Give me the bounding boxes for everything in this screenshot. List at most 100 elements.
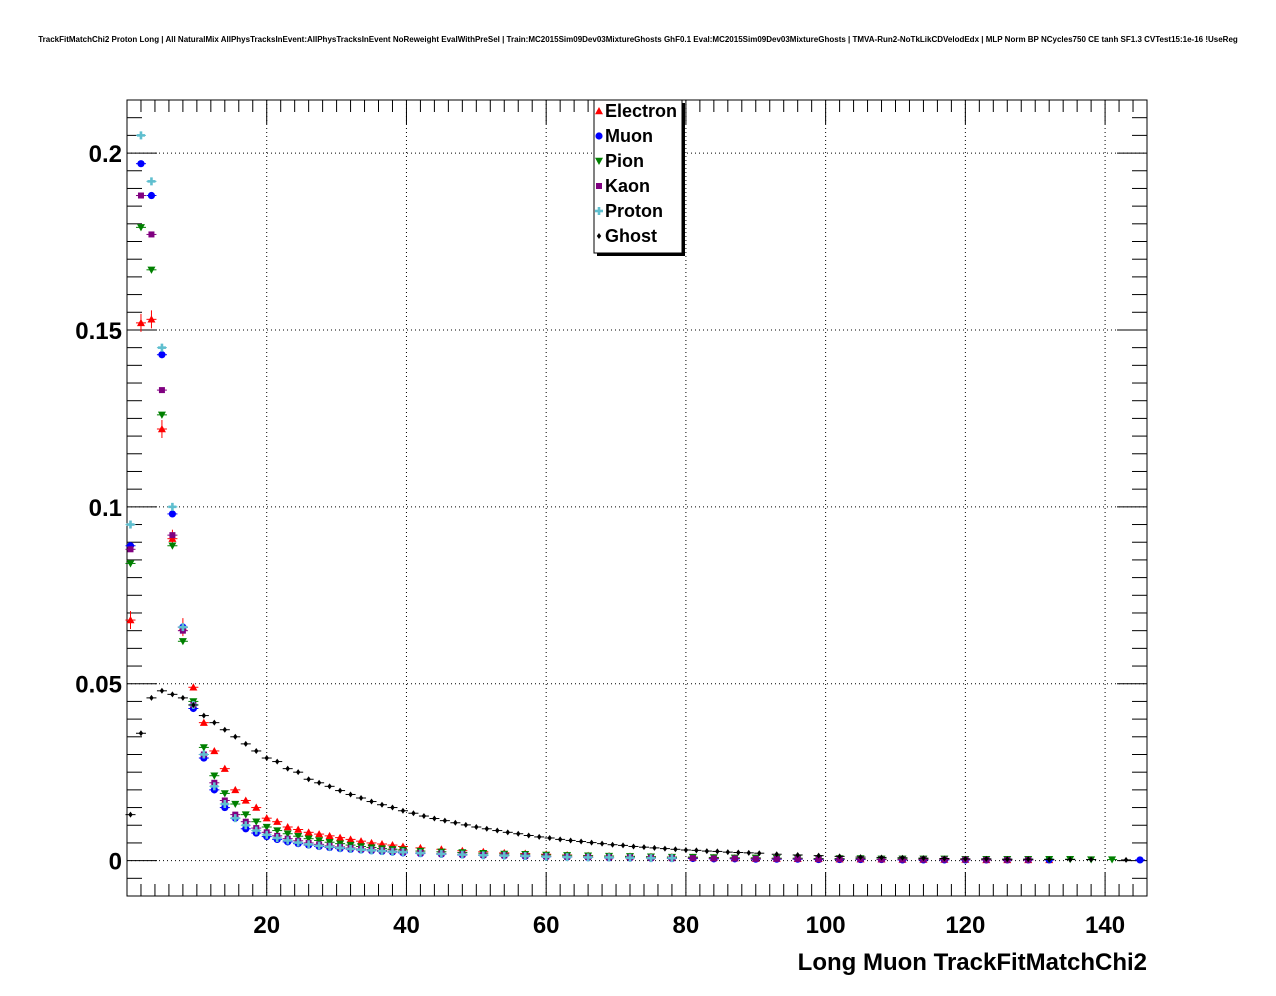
data-point-ghost xyxy=(607,841,618,848)
marker-diamond xyxy=(578,838,584,845)
data-point-muon xyxy=(156,351,167,359)
marker-diamond xyxy=(774,851,779,858)
data-point-proton xyxy=(387,847,398,856)
marker-diamond xyxy=(641,844,647,851)
data-point-proton xyxy=(251,826,262,835)
marker-diamond xyxy=(568,837,573,844)
data-point-ghost xyxy=(188,701,199,708)
data-point-proton xyxy=(335,843,346,852)
marker-cross xyxy=(231,814,240,823)
marker-triangle-up xyxy=(220,764,229,772)
data-point-pion xyxy=(293,833,304,841)
marker-cross xyxy=(147,177,156,186)
x-axis-title: Long Muon TrackFitMatchChi2 xyxy=(798,949,1147,976)
data-point-pion xyxy=(156,411,167,419)
marker-triangle-down xyxy=(262,823,271,832)
marker-diamond xyxy=(1026,856,1031,863)
marker-bar-v xyxy=(171,502,174,511)
marker-triangle-up xyxy=(325,831,334,840)
marker-bar-v xyxy=(254,826,258,835)
data-point-ghost xyxy=(146,694,157,701)
data-point-ghost xyxy=(701,848,712,855)
data-point-proton xyxy=(314,841,325,850)
data-point-proton xyxy=(666,854,677,863)
data-point-electron xyxy=(293,825,304,833)
data-point-ghost xyxy=(981,855,992,862)
marker-triangle-up xyxy=(294,825,303,833)
marker-cross xyxy=(388,847,397,856)
data-point-kaon xyxy=(750,855,761,862)
marker-bar-v xyxy=(286,836,289,845)
data-point-ghost xyxy=(691,847,702,854)
legend-entry-electron: Electron xyxy=(595,101,677,121)
data-point-ghost xyxy=(712,848,723,855)
marker-diamond xyxy=(984,855,989,862)
marker-diamond xyxy=(348,791,353,798)
marker-cross xyxy=(262,830,271,839)
marker-diamond xyxy=(191,701,196,708)
data-point-electron xyxy=(240,796,251,804)
data-point-proton xyxy=(261,830,272,839)
marker-cross xyxy=(199,750,208,759)
data-point-ghost xyxy=(939,855,950,862)
data-point-kaon xyxy=(729,855,740,862)
marker-diamond xyxy=(725,849,731,856)
data-point-electron xyxy=(314,830,325,838)
marker-bar-v xyxy=(296,838,300,847)
marker-bar-v xyxy=(419,849,422,858)
marker-triangle-up xyxy=(241,796,250,804)
marker-bar-v xyxy=(401,848,405,857)
marker-diamond xyxy=(547,834,552,841)
marker-diamond xyxy=(736,849,741,856)
marker-square xyxy=(794,855,801,862)
data-point-electron xyxy=(156,420,167,439)
marker-circle xyxy=(137,160,145,168)
data-point-ghost xyxy=(834,853,845,860)
marker-square xyxy=(169,532,176,539)
data-point-ghost xyxy=(230,733,241,740)
marker-diamond xyxy=(432,815,437,822)
legend-label: Kaon xyxy=(605,176,650,196)
legend-marker xyxy=(596,233,602,239)
marker-bar-v xyxy=(181,623,185,632)
marker-bar-v xyxy=(307,840,310,849)
data-point-ghost xyxy=(733,849,744,856)
marker-bar-v xyxy=(244,821,248,830)
marker-bar-v xyxy=(349,844,352,853)
data-point-proton xyxy=(562,853,573,862)
marker-diamond xyxy=(795,851,800,858)
marker-diamond xyxy=(474,824,479,831)
marker-diamond xyxy=(254,747,259,754)
x-tick-label: 20 xyxy=(253,912,280,939)
marker-bar-v xyxy=(202,750,206,759)
x-tick-label: 60 xyxy=(533,912,560,939)
marker-square xyxy=(127,546,134,553)
legend-entry-muon: Muon xyxy=(595,126,653,146)
data-point-proton xyxy=(436,849,447,858)
marker-diamond xyxy=(295,769,301,776)
marker-cross xyxy=(136,131,145,140)
marker-triangle-up xyxy=(126,616,135,624)
marker-square xyxy=(773,855,780,862)
data-point-proton xyxy=(240,821,251,830)
marker-cross xyxy=(294,838,303,847)
data-point-electron xyxy=(188,683,199,691)
data-point-pion xyxy=(251,818,262,826)
data-point-electron xyxy=(209,746,220,755)
data-points xyxy=(125,131,1146,864)
series-kaon xyxy=(125,192,1034,863)
marker-triangle-down xyxy=(126,560,135,568)
marker-triangle-up xyxy=(346,835,355,843)
data-point-ghost xyxy=(1065,856,1076,863)
data-point-proton xyxy=(457,850,468,859)
marker-bar-v xyxy=(139,131,143,140)
marker-diamond xyxy=(683,847,689,854)
data-point-ghost xyxy=(555,836,566,843)
marker-circle xyxy=(158,351,166,359)
marker-triangle-up xyxy=(262,814,271,822)
y-tick-label: 0.2 xyxy=(89,141,122,168)
data-point-proton xyxy=(324,842,335,851)
legend-entry-pion: Pion xyxy=(595,151,644,171)
data-point-pion xyxy=(198,744,209,752)
data-point-ghost xyxy=(240,740,251,747)
